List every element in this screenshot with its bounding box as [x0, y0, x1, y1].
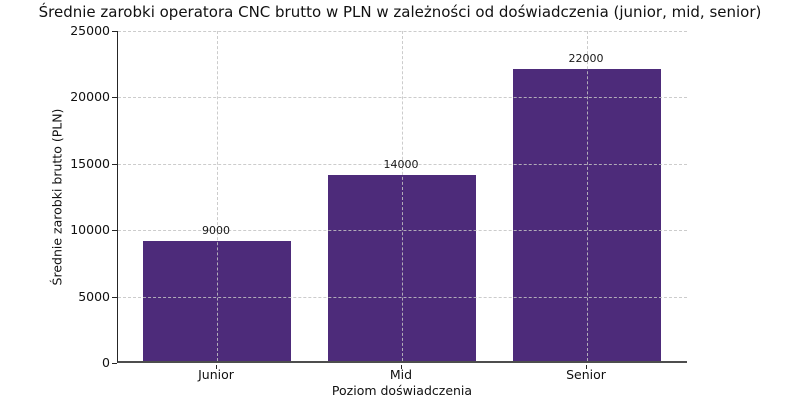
bar-value-label: 22000: [568, 51, 604, 65]
y-tick-label: 10000: [70, 222, 110, 238]
bar-value-label: 14000: [383, 158, 419, 172]
y-tick-label: 5000: [78, 288, 110, 304]
y-tick-mark: [112, 163, 117, 165]
bar-senior: [513, 68, 661, 361]
x-tick-mark: [586, 365, 587, 369]
y-tick-label: 20000: [70, 89, 110, 105]
y-tick-label: 0: [102, 355, 110, 370]
x-tick-mark: [401, 365, 402, 369]
bar-mid: [328, 175, 476, 361]
x-tick-label: Junior: [198, 367, 234, 382]
plot-area: [117, 31, 687, 363]
y-tick-mark: [112, 31, 117, 32]
y-tick-label: 25000: [70, 23, 110, 38]
y-tick-mark: [112, 363, 117, 364]
y-tick-mark: [112, 296, 117, 298]
bar-value-label: 9000: [202, 224, 230, 238]
y-tick-mark: [112, 97, 117, 99]
y-axis-label: Średnie zarobki brutto (PLN): [49, 108, 65, 286]
y-tick-mark: [112, 230, 117, 232]
y-gridline: [118, 31, 687, 32]
x-axis-label: Poziom doświadczenia: [331, 383, 473, 398]
chart-title: Średnie zarobki operatora CNC brutto w P…: [38, 3, 762, 21]
y-tick-label: 15000: [70, 155, 110, 171]
x-tick-mark: [216, 365, 217, 369]
x-tick-label: Senior: [566, 367, 606, 382]
bar-junior: [143, 241, 291, 361]
x-tick-label: Mid: [389, 367, 413, 382]
